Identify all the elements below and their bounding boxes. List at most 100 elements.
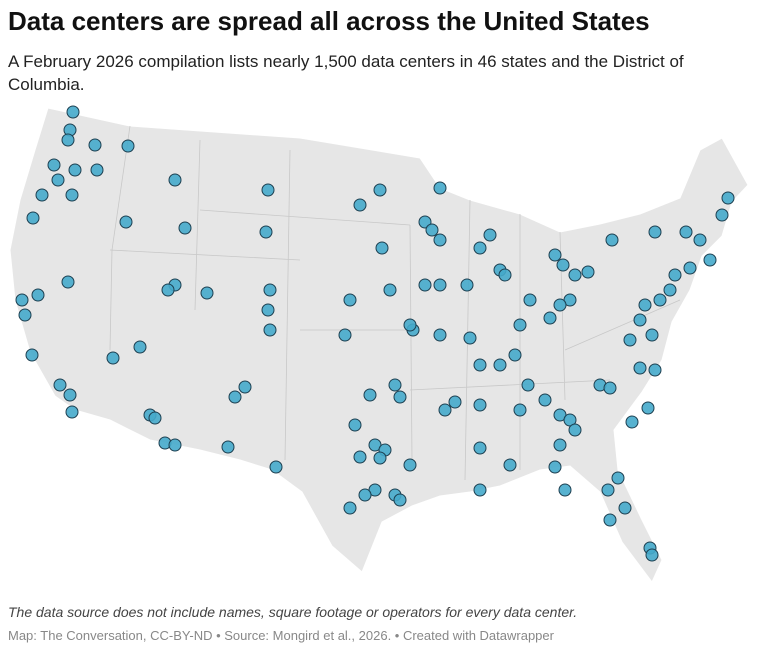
data-center-dot [393,390,407,404]
data-center-dot [601,483,615,497]
data-center-dot [648,363,662,377]
data-center-dot [161,283,175,297]
data-center-dot [121,139,135,153]
data-center-dot [625,415,639,429]
data-center-dot [503,458,517,472]
map [9,105,749,583]
data-center-dot [653,293,667,307]
data-center-dot [460,278,474,292]
data-center-dots [15,105,735,562]
data-center-dot [269,460,283,474]
data-center-dot [433,278,447,292]
data-center-dot [373,183,387,197]
data-center-dot [473,398,487,412]
state-lines [109,125,681,481]
data-center-dot [425,223,439,237]
data-center-dot [261,303,275,317]
data-center-dot [543,311,557,325]
data-center-dot [548,460,562,474]
data-center-dot [703,253,717,267]
data-center-dot [473,358,487,372]
data-center-dot [18,308,32,322]
data-center-dot [348,418,362,432]
data-center-dot [338,328,352,342]
data-center-dot [433,181,447,195]
data-center-dot [553,438,567,452]
data-center-dot [35,188,49,202]
data-center-dot [90,163,104,177]
data-center-dot [66,105,80,119]
data-center-dot [473,441,487,455]
data-center-dot [47,158,61,172]
data-center-dot [53,378,67,392]
data-center-dot [25,348,39,362]
data-center-dot [556,258,570,272]
data-center-dot [521,378,535,392]
data-center-dot [473,241,487,255]
data-center-dot [261,183,275,197]
data-center-dot [383,283,397,297]
data-center-dot [715,208,729,222]
data-center-dot [433,328,447,342]
data-center-dot [221,440,235,454]
data-center-dot [133,340,147,354]
data-center-dot [663,283,677,297]
data-center-dot [668,268,682,282]
data-center-dot [623,333,637,347]
data-center-dot [603,381,617,395]
data-center-dot [403,458,417,472]
data-center-dot [358,488,372,502]
data-center-dot [61,133,75,147]
data-center-dot [65,405,79,419]
data-center-dot [363,388,377,402]
credit: Map: The Conversation, CC-BY-ND • Source… [8,628,554,643]
data-center-dot [721,191,735,205]
data-center-dot [375,241,389,255]
data-center-dot [603,513,617,527]
data-center-dot [63,388,77,402]
data-center-dot [388,378,402,392]
data-center-dot [343,501,357,515]
data-center-dot [418,278,432,292]
data-center-dot [259,225,273,239]
us-outline [9,107,749,583]
data-center-dot [645,328,659,342]
data-center-dot [168,438,182,452]
data-center-dot [31,288,45,302]
data-center-dot [178,221,192,235]
data-center-dot [558,483,572,497]
data-center-dot [238,380,252,394]
data-center-dot [493,358,507,372]
data-center-dot [463,331,477,345]
data-center-dot [693,233,707,247]
data-center-dot [448,395,462,409]
data-center-dot [483,228,497,242]
data-center-dot [638,298,652,312]
data-center-dot [228,390,242,404]
data-center-dot [633,313,647,327]
data-center-dot [168,173,182,187]
data-center-dot [513,403,527,417]
data-center-dot [581,265,595,279]
data-center-dot [633,361,647,375]
data-center-dot [648,225,662,239]
data-center-dot [523,293,537,307]
data-center-dot [353,450,367,464]
title: Data centers are spread all across the U… [8,6,650,36]
data-center-dot [538,393,552,407]
data-center-dot [645,548,659,562]
data-center-dot [473,483,487,497]
data-center-dot [553,298,567,312]
data-center-dot [353,198,367,212]
subtitle: A February 2026 compilation lists nearly… [8,52,684,94]
data-center-dot [263,283,277,297]
data-center-dot [68,163,82,177]
data-center-dot [433,233,447,247]
data-center-dot [683,261,697,275]
note: The data source does not include names, … [8,604,578,620]
data-center-dot [26,211,40,225]
data-center-dot [641,401,655,415]
data-center-dot [51,173,65,187]
data-center-dot [343,293,357,307]
